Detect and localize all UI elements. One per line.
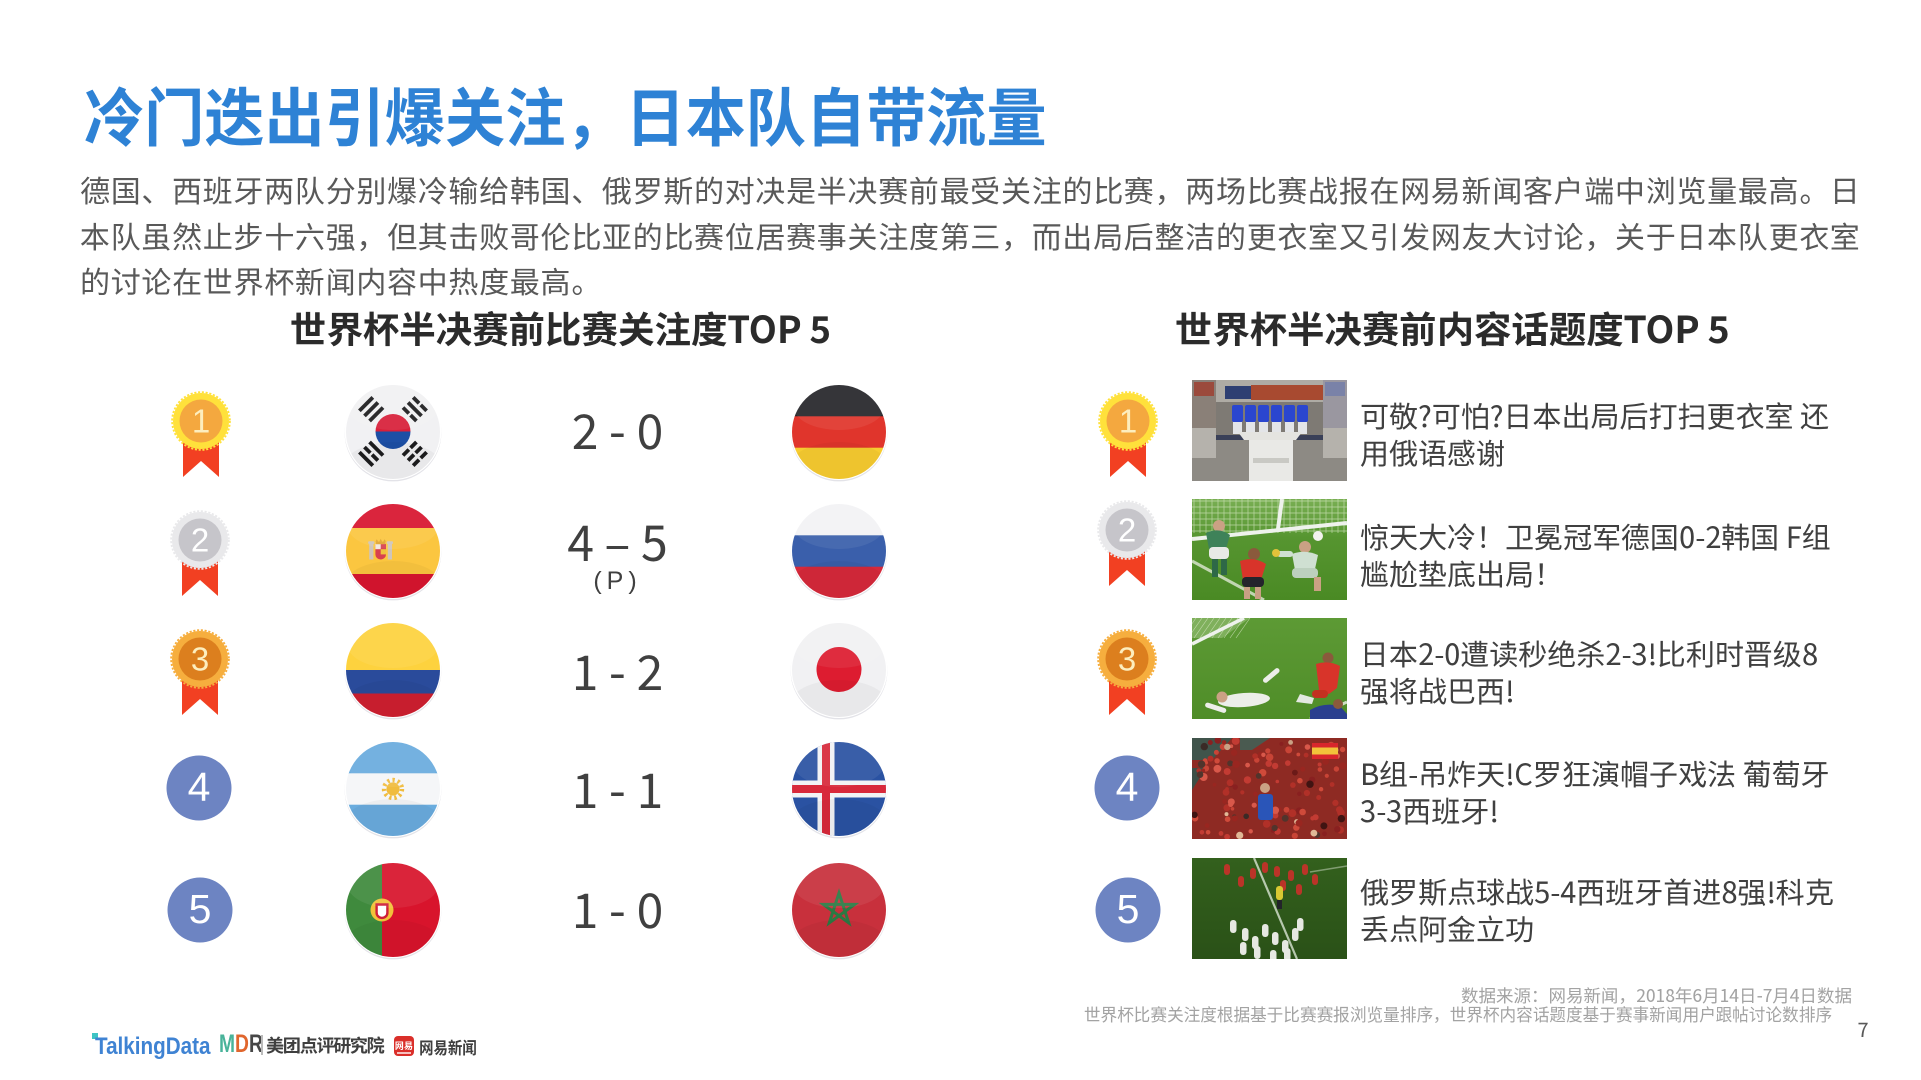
svg-text:4: 4 [1116, 764, 1139, 810]
svg-text:3: 3 [1118, 641, 1136, 678]
svg-text:2: 2 [1118, 512, 1136, 549]
svg-text:3: 3 [191, 641, 209, 678]
svg-text:1: 1 [1119, 403, 1137, 440]
svg-text:5: 5 [189, 886, 212, 932]
svg-text:2: 2 [191, 522, 209, 559]
svg-text:4: 4 [188, 764, 211, 810]
svg-text:5: 5 [1117, 886, 1140, 932]
svg-text:1: 1 [192, 403, 210, 440]
